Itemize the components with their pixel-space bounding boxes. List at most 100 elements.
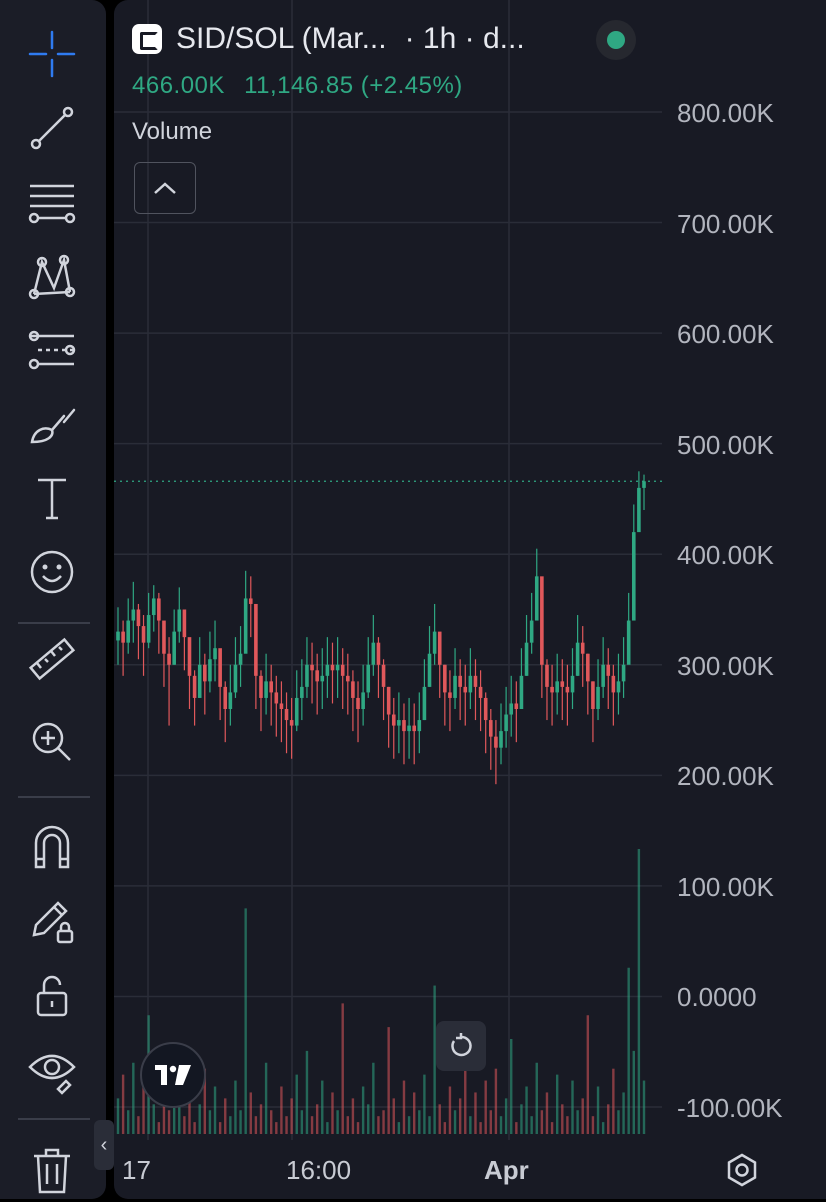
text-tool[interactable] [20,466,84,530]
symbol-row[interactable]: SID/SOL (Mar... · 1h · d... [132,20,636,60]
chevron-up-icon [154,182,176,194]
volume-bar [453,1110,457,1134]
candle-body [560,681,565,687]
price-axis-label: 0.0000 [677,982,757,1012]
xabcd-pattern-tool[interactable] [20,244,84,308]
volume-bar [561,1104,564,1134]
volume-bar [331,1092,334,1134]
time-axis-label: 16:00 [286,1155,352,1185]
zoom-in-tool[interactable] [20,710,84,774]
fib-retracement-icon [28,184,76,224]
fib-retracement-tool[interactable] [20,170,84,234]
volume-bar [601,1122,605,1134]
volume-bar [504,1098,508,1134]
candle-body [259,675,263,698]
brush-icon [30,408,76,444]
ruler-tool[interactable] [20,628,84,692]
candle-body [325,664,330,676]
hide-drawings-tool[interactable] [20,1037,84,1101]
candle-body [519,675,524,709]
candle-body [151,598,156,616]
legend-collapse-button[interactable] [134,162,196,214]
volume-bar [555,1074,559,1134]
volume-bar [428,1116,431,1134]
candle-body [422,686,427,721]
volume-bar [356,1122,360,1134]
candle-body [203,664,207,682]
brush-tool[interactable] [20,392,84,456]
volume-value: 11,146.85 (+2.45%) [244,72,463,99]
volume-bar [382,1110,385,1134]
candle-body [366,664,371,693]
volume-bar [510,1039,513,1134]
volume-bar [116,1098,120,1134]
market-status-icon[interactable] [596,20,636,60]
volume-bar [137,1116,140,1134]
price-axis-label: 800.00K [677,98,774,128]
volume-bar [341,1003,344,1134]
magnet-icon [34,825,70,869]
price-axis-label: 500.00K [677,430,774,460]
trend-line-tool[interactable] [20,96,84,160]
candle-body [591,681,595,709]
crosshair-icon [28,30,76,78]
volume-bar [372,1062,375,1134]
candle-body [218,648,222,687]
trash-icon [34,1148,70,1194]
candle-body [565,686,570,693]
volume-bar [259,1104,263,1134]
price-axis-label: -100.00K [677,1093,783,1123]
crosshair-tool[interactable] [20,22,84,86]
candle-body [351,681,355,698]
delete-tool[interactable] [20,1138,84,1202]
candle-body [473,675,478,687]
candle-body [254,603,258,676]
volume-bar [326,1122,329,1134]
symbol-name[interactable]: SID/SOL (Mar... [176,22,387,55]
candle-body [443,664,447,693]
volume-bar [571,1080,574,1134]
candle-body [335,664,340,671]
volume-bar [566,1116,569,1134]
volume-bar [494,1068,498,1134]
volume-bar [183,1116,186,1134]
magnet-tool[interactable] [20,815,84,879]
prediction-tool[interactable] [20,318,84,382]
volume-bar [576,1110,579,1134]
reset-chart-button[interactable] [436,1021,486,1071]
volume-bar [464,1050,467,1134]
volume-bar [545,1092,549,1134]
candle-body [284,709,289,721]
chart-legend: SID/SOL (Mar... · 1h · d... 466.00K 11,1… [132,20,826,162]
candle-body [300,686,304,698]
chart-settings-button[interactable] [724,1152,760,1188]
volume-bar [239,1110,242,1134]
interval-label[interactable]: · 1h · d... [404,22,525,55]
candle-body [631,532,636,621]
volume-bar [489,1110,492,1134]
volume-bar [275,1122,278,1134]
zoom-in-icon [32,722,71,761]
chart-canvas[interactable] [114,0,826,1199]
unlock-tool[interactable] [20,963,84,1027]
price-axis-label: 300.00K [677,651,774,681]
tradingview-logo[interactable] [140,1042,206,1108]
volume-bar [407,1116,411,1134]
candle-body [402,720,406,732]
volume-bar [474,1092,477,1134]
indicator-label[interactable]: Volume [132,118,213,145]
chart-pane[interactable]: SID/SOL (Mar... · 1h · d... 466.00K 11,1… [114,0,826,1199]
volume-bar [305,1050,309,1134]
candle-body [468,675,473,693]
gear-icon [727,1153,757,1187]
ruler-icon [28,637,76,681]
volume-bar [249,1092,252,1134]
volume-bar [270,1110,273,1134]
candle-body [570,675,575,693]
emoji-tool[interactable] [20,540,84,604]
candle-body [427,653,432,687]
candle-body [545,664,549,687]
lock-drawings-tool[interactable] [20,889,84,953]
candle-body [248,598,253,604]
toolbar-collapse-button[interactable]: ‹ [94,1120,114,1170]
